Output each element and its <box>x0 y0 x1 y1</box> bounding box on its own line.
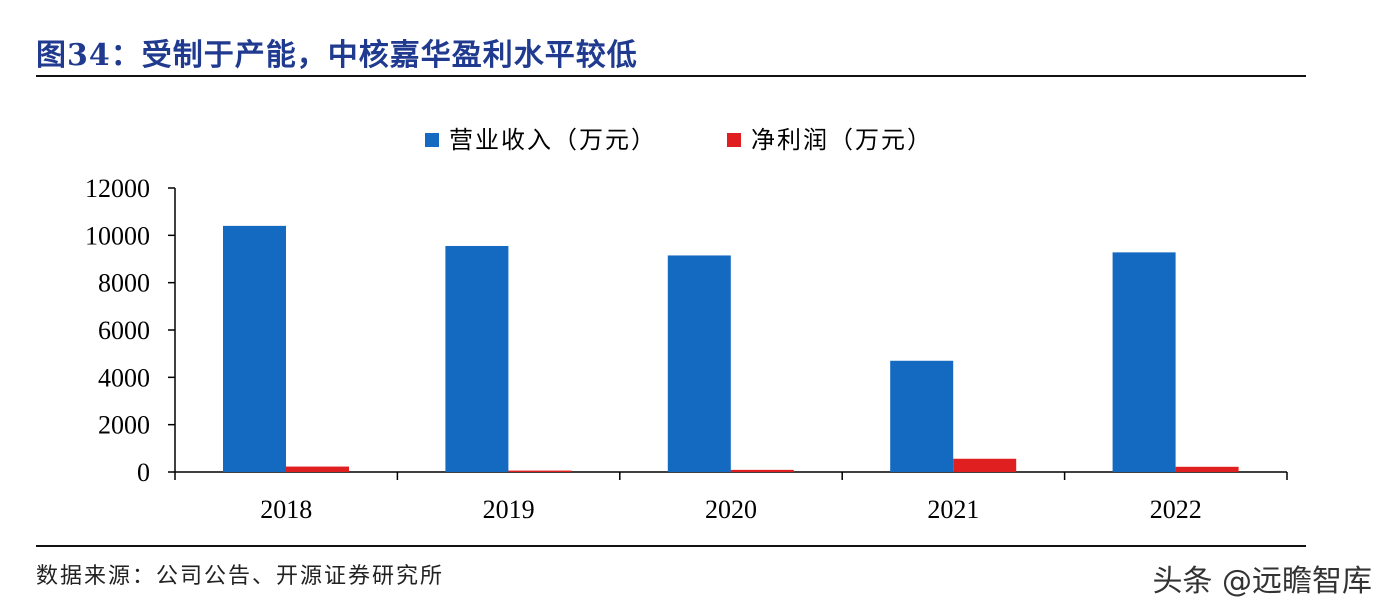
revenue-bar-2020 <box>667 255 731 472</box>
net-profit-bar-2019 <box>508 470 572 472</box>
legend-swatch-net-profit <box>727 133 741 147</box>
revenue-bar-2018 <box>223 225 286 472</box>
title-divider <box>36 75 1306 77</box>
bar-chart: 营业收入（万元） 净利润（万元） 0 2000 4000 6000 8000 10000 12… <box>85 126 1288 524</box>
x-tick-label: 2020 <box>705 495 757 524</box>
legend-label-revenue: 营业收入（万元） <box>449 126 657 154</box>
y-tick-label: 10000 <box>85 221 150 250</box>
y-axis: 0 2000 4000 6000 8000 10000 12000 <box>85 174 176 487</box>
net-profit-bar-2018 <box>286 466 349 472</box>
chart-legend: 营业收入（万元） 净利润（万元） <box>425 126 933 154</box>
net-profit-bar-2021 <box>953 458 1017 472</box>
x-tick-label: 2022 <box>1150 495 1202 524</box>
y-tick-label: 12000 <box>85 174 150 203</box>
y-tick-label: 4000 <box>98 363 150 392</box>
net-profit-bar-2022 <box>1175 466 1239 472</box>
y-tick-label: 2000 <box>98 411 150 440</box>
x-tick-label: 2019 <box>483 495 535 524</box>
watermark: 头条 @远瞻智库 <box>1152 564 1372 599</box>
net-profit-bar-2020 <box>730 469 794 472</box>
revenue-bar-2019 <box>445 245 509 472</box>
footer-divider <box>36 545 1306 547</box>
x-tick-label: 2021 <box>927 495 979 524</box>
y-tick-label: 8000 <box>98 269 150 298</box>
x-axis: 2018 2019 2020 2021 2022 <box>174 471 1288 524</box>
source-note: 数据来源：公司公告、开源证券研究所 <box>36 564 445 589</box>
legend-swatch-revenue <box>425 133 439 147</box>
chart-title: 图34：受制于产能，中核嘉华盈利水平较低 <box>36 38 638 73</box>
revenue-bar-2021 <box>890 360 954 472</box>
y-tick-label: 6000 <box>98 316 150 345</box>
y-tick-label: 0 <box>137 458 150 487</box>
x-tick-label: 2018 <box>260 495 312 524</box>
revenue-bar-2022 <box>1112 252 1176 472</box>
bars-group <box>223 225 1239 472</box>
legend-label-net-profit: 净利润（万元） <box>751 126 933 154</box>
